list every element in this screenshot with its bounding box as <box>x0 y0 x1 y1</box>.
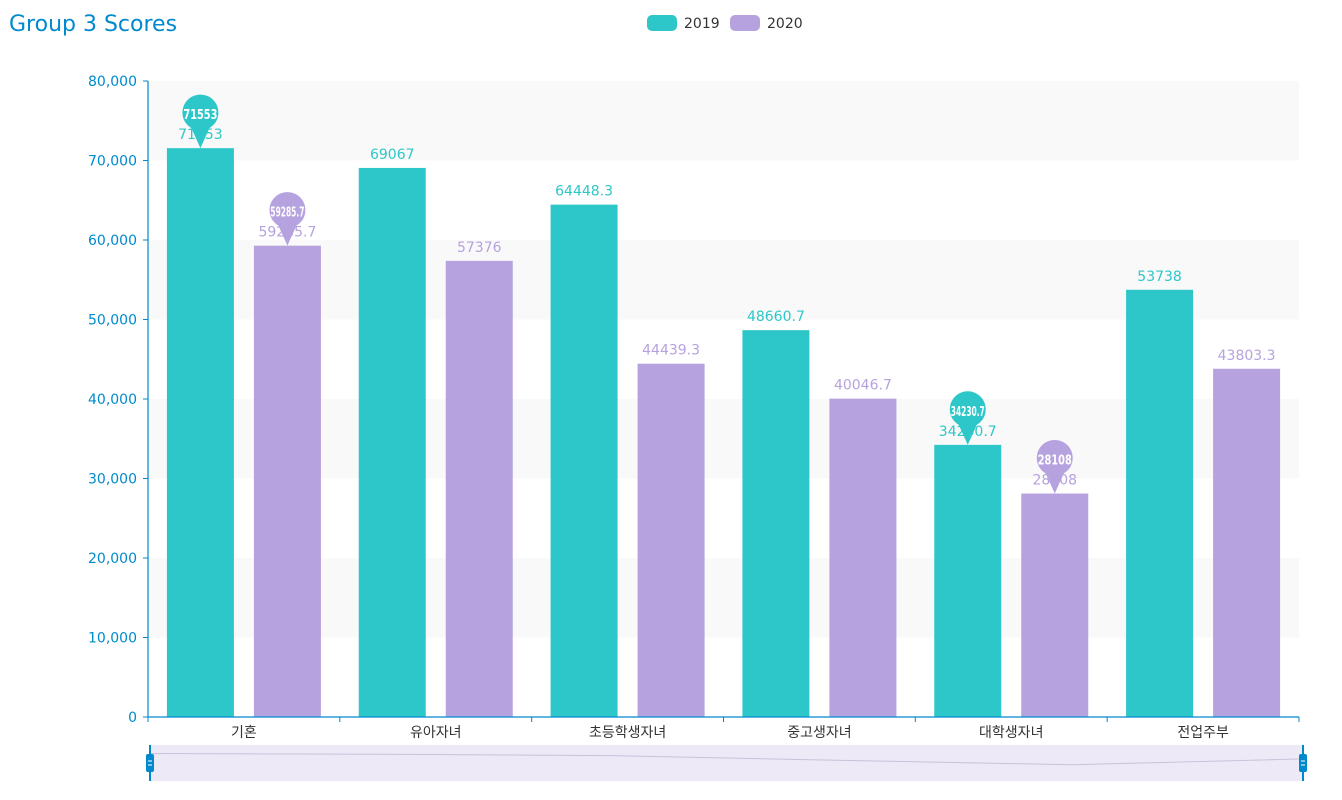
zoom-handle-grip <box>146 754 154 772</box>
y-axis: 0 10,000 20,000 30,000 40,000 50,000 60,000 70,… <box>88 74 149 726</box>
marker-pin-shape <box>949 391 986 445</box>
marker-pin[interactable]: 28108 <box>1036 439 1073 494</box>
marker-pin-shape <box>182 94 219 149</box>
markers: 71553 34230.7 59285.7 28108 <box>182 94 1073 494</box>
bar[interactable] <box>1021 493 1089 717</box>
grid-band <box>148 319 1299 399</box>
legend[interactable]: 2019 2020 <box>647 15 803 32</box>
grid-band <box>148 160 1299 240</box>
y-tick-label: 0 <box>128 710 137 726</box>
data-zoom-slider[interactable] <box>146 745 1307 781</box>
bar[interactable] <box>253 245 321 717</box>
zoom-handle[interactable] <box>146 745 154 781</box>
bar[interactable] <box>1126 289 1194 717</box>
marker-pin[interactable]: 71553 <box>182 94 219 149</box>
bar[interactable] <box>358 167 426 717</box>
y-tick-label: 20,000 <box>88 551 137 567</box>
marker-pin-label: 34230.7 <box>951 405 985 420</box>
legend-label: 2020 <box>767 16 803 32</box>
bar-value-label: 64448.3 <box>555 184 613 200</box>
y-tick-label: 70,000 <box>88 154 137 170</box>
x-tick-label: 대학생자녀 <box>979 725 1043 741</box>
bar-value-label: 57376 <box>457 240 502 256</box>
bar[interactable] <box>934 444 1002 717</box>
zoom-handle[interactable] <box>1299 745 1307 781</box>
bar[interactable] <box>166 148 234 717</box>
legend-item[interactable]: 2020 <box>730 15 803 32</box>
bar-value-label: 44439.3 <box>642 343 700 359</box>
x-tick-label: 중고생자녀 <box>787 725 851 741</box>
grid-band <box>148 81 1299 161</box>
y-tick-label: 10,000 <box>88 631 137 647</box>
legend-swatch <box>730 15 760 31</box>
chart-title: Group 3 Scores <box>9 12 177 37</box>
bar[interactable] <box>550 204 618 718</box>
grid-bands <box>148 81 1299 717</box>
marker-pin[interactable]: 34230.7 <box>949 391 986 445</box>
bar[interactable] <box>637 363 705 717</box>
grid-band <box>148 399 1299 479</box>
x-axis: 기혼 유아자녀 초등학생자녀 중고생자녀 대학생자녀 전업주부 <box>147 716 1300 741</box>
grid-band <box>148 558 1299 638</box>
bar[interactable] <box>829 398 897 717</box>
bar[interactable] <box>742 330 810 717</box>
x-tick-label: 초등학생자녀 <box>589 725 666 741</box>
marker-pin-label: 59285.7 <box>270 206 304 221</box>
bar[interactable] <box>445 260 513 717</box>
marker-pin[interactable]: 59285.7 <box>269 192 306 246</box>
bar-value-label: 43803.3 <box>1218 348 1276 364</box>
bars <box>166 148 1281 718</box>
x-tick-label: 기혼 <box>231 725 257 741</box>
legend-item[interactable]: 2019 <box>647 15 720 32</box>
x-tick-label: 유아자녀 <box>410 725 462 741</box>
bar[interactable] <box>1213 368 1281 717</box>
bar-value-label: 40046.7 <box>834 378 892 394</box>
legend-swatch <box>647 15 677 31</box>
grid-band <box>148 637 1299 717</box>
y-tick-label: 60,000 <box>88 233 137 249</box>
marker-pin-label: 71553 <box>183 108 217 123</box>
zoom-preview-line <box>149 753 1304 766</box>
legend-label: 2019 <box>684 16 720 32</box>
x-tick-label: 전업주부 <box>1177 725 1229 741</box>
marker-pin-shape <box>1036 439 1073 494</box>
y-tick-label: 40,000 <box>88 392 137 408</box>
marker-pin-shape <box>269 192 306 246</box>
marker-pin-label: 28108 <box>1038 454 1072 469</box>
y-tick-label: 50,000 <box>88 313 137 329</box>
y-tick-label: 30,000 <box>88 472 137 488</box>
zoom-handle-grip <box>1299 754 1307 772</box>
bar-value-label: 53738 <box>1137 269 1182 285</box>
y-tick-label: 80,000 <box>88 74 137 90</box>
grid-band <box>148 240 1299 320</box>
zoom-track[interactable] <box>150 745 1303 781</box>
bar-value-label: 69067 <box>370 147 415 163</box>
bar-value-label: 48660.7 <box>747 309 805 325</box>
grid-band <box>148 478 1299 558</box>
